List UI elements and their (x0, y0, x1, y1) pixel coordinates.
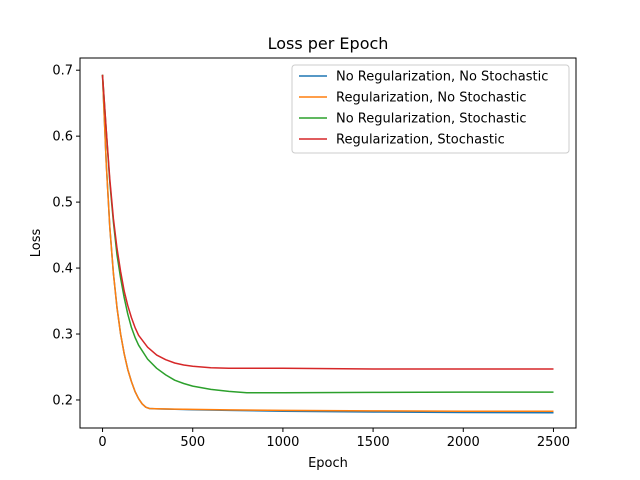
legend-entry-3: No Regularization, Stochastic (336, 112, 527, 127)
series-line-3 (101, 74, 554, 394)
y-axis-ticks: 0.2 0.3 0.4 0.5 0.6 0.7 (52, 64, 80, 408)
x-axis-ticks: 0 500 1000 1500 2000 2500 (98, 428, 570, 450)
x-tick-label: 500 (180, 435, 205, 450)
x-tick-label: 1000 (266, 435, 299, 450)
x-tick-label: 0 (98, 435, 106, 450)
x-axis-label: Epoch (308, 456, 348, 471)
x-tick-label: 2000 (447, 435, 480, 450)
legend-entry-2: Regularization, No Stochastic (336, 91, 527, 106)
series-line-2 (101, 74, 554, 413)
y-tick-label: 0.2 (52, 393, 73, 408)
x-tick-label: 1500 (357, 435, 390, 450)
plot-frame (79, 57, 577, 429)
legend-entry-4: Regularization, Stochastic (336, 133, 505, 148)
y-tick-label: 0.4 (52, 262, 73, 277)
series-line-4 (101, 74, 554, 370)
x-tick-label: 2500 (537, 435, 570, 450)
y-axis-label: Loss (29, 229, 44, 258)
y-tick-label: 0.6 (52, 130, 73, 145)
legend-entry-1: No Regularization, No Stochastic (336, 70, 548, 85)
y-tick-label: 0.5 (52, 196, 73, 211)
chart-title: Loss per Epoch (268, 34, 389, 53)
plot-lines (101, 74, 554, 414)
legend: No Regularization, No Stochastic Regulari… (291, 64, 570, 154)
y-tick-label: 0.7 (52, 64, 73, 79)
legend-box (291, 64, 570, 154)
y-tick-label: 0.3 (52, 328, 73, 343)
